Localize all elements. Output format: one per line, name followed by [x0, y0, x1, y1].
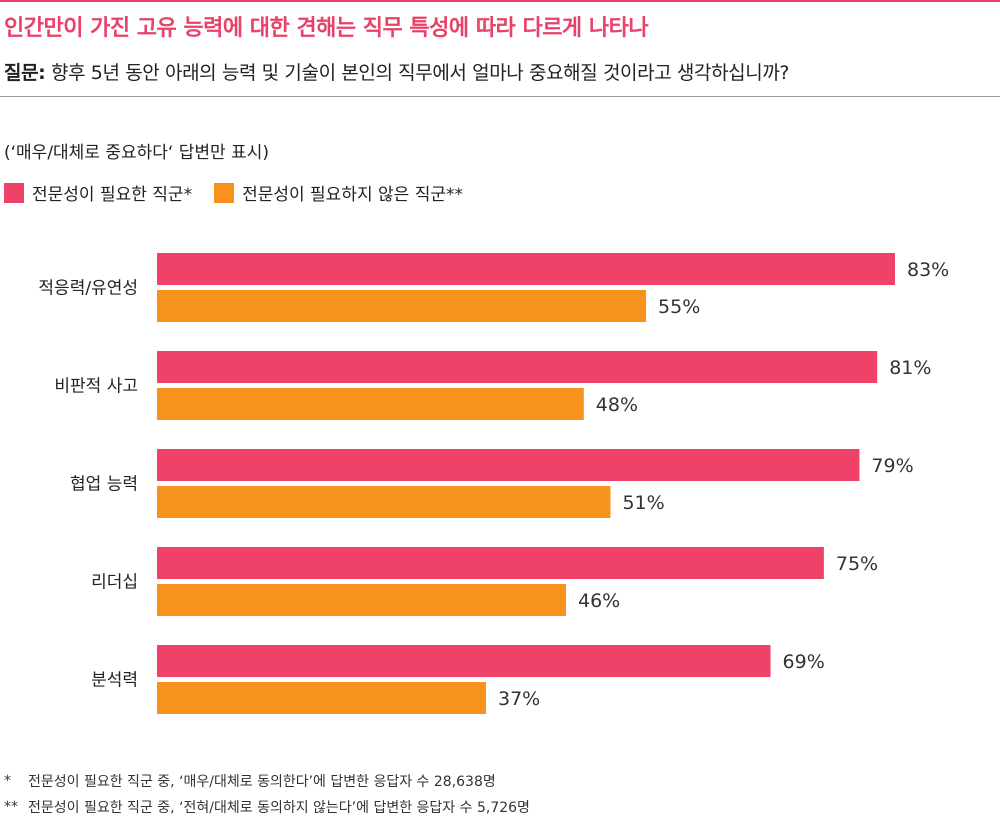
question-label: 질문:: [4, 62, 46, 84]
legend-item-specialized: 전문성이 필요한 직군*: [4, 180, 192, 205]
bar-cat-0-series-2: [157, 290, 647, 322]
bar-cat-1-series-2: [157, 388, 584, 420]
legend-label-non-specialized: 전문성이 필요하지 않은 직군**: [242, 185, 463, 205]
legend: 전문성이 필요한 직군* 전문성이 필요하지 않은 직군**: [4, 180, 485, 205]
value-label-cat-0-series-2: 55%: [658, 296, 700, 318]
bar-cat-4-series-1: [157, 645, 771, 677]
value-label-cat-1-series-1: 81%: [889, 357, 931, 379]
legend-item-non-specialized: 전문성이 필요하지 않은 직군**: [214, 180, 463, 205]
category-label-cat-2: 협업 능력: [70, 475, 138, 495]
chart-title: 인간만이 가진 고유 능력에 대한 견해는 직무 특성에 따라 다르게 나타나: [4, 16, 649, 41]
bar-cat-0-series-1: [157, 253, 895, 285]
category-label-cat-4: 분석력: [91, 671, 138, 691]
bar-cat-4-series-2: [157, 682, 486, 714]
footnote-2: ** 전문성이 필요한 직군 중, ‘전혀/대체로 동의하지 않는다’에 답변한…: [4, 794, 530, 820]
top-accent-rule: [0, 0, 1000, 2]
value-label-cat-2-series-2: 51%: [622, 492, 664, 514]
header-divider: [0, 96, 1000, 97]
value-label-cat-0-series-1: 83%: [907, 259, 949, 281]
survey-question: 질문: 향후 5년 동안 아래의 능력 및 기술이 본인의 직무에서 얼마나 중…: [4, 58, 789, 85]
footnote-2-mark: **: [4, 799, 18, 815]
question-text: 향후 5년 동안 아래의 능력 및 기술이 본인의 직무에서 얼마나 중요해질 …: [51, 62, 790, 84]
value-label-cat-3-series-1: 75%: [836, 553, 878, 575]
bar-cat-1-series-1: [157, 351, 878, 383]
footnote-1-mark: *: [4, 773, 11, 789]
value-label-cat-4-series-1: 69%: [783, 651, 825, 673]
bar-cat-2-series-1: [157, 449, 860, 481]
bar-cat-3-series-2: [157, 584, 567, 616]
value-label-cat-1-series-2: 48%: [596, 394, 638, 416]
category-label-cat-3: 리더십: [91, 573, 138, 593]
value-label-cat-4-series-2: 37%: [498, 688, 540, 710]
legend-swatch-non-specialized: [214, 182, 235, 203]
value-label-cat-3-series-2: 46%: [578, 590, 620, 612]
value-label-cat-2-series-1: 79%: [871, 455, 913, 477]
footnote-1: * 전문성이 필요한 직군 중, ‘매우/대체로 동의한다’에 답변한 응답자 …: [4, 768, 530, 794]
legend-swatch-specialized: [4, 182, 24, 203]
bar-chart: 적응력/유연성 83% 55% 비판적 사고 81% 48% 협업 능력 79% 51% 리더십 7…: [38, 253, 949, 714]
footnote-2-text: 전문성이 필요한 직군 중, ‘전혀/대체로 동의하지 않는다’에 답변한 응답…: [28, 800, 530, 816]
category-label-cat-0: 적응력/유연성: [38, 279, 138, 299]
bar-cat-3-series-1: [157, 547, 824, 579]
footnotes: * 전문성이 필요한 직군 중, ‘매우/대체로 동의한다’에 답변한 응답자 …: [4, 768, 530, 820]
category-label-cat-1: 비판적 사고: [54, 377, 138, 397]
legend-label-specialized: 전문성이 필요한 직군*: [32, 185, 193, 205]
response-note: (‘매우/대체로 중요하다‘ 답변만 표시): [4, 143, 269, 163]
footnote-1-text: 전문성이 필요한 직군 중, ‘매우/대체로 동의한다’에 답변한 응답자 수 …: [28, 774, 496, 790]
bar-cat-2-series-2: [157, 486, 611, 518]
